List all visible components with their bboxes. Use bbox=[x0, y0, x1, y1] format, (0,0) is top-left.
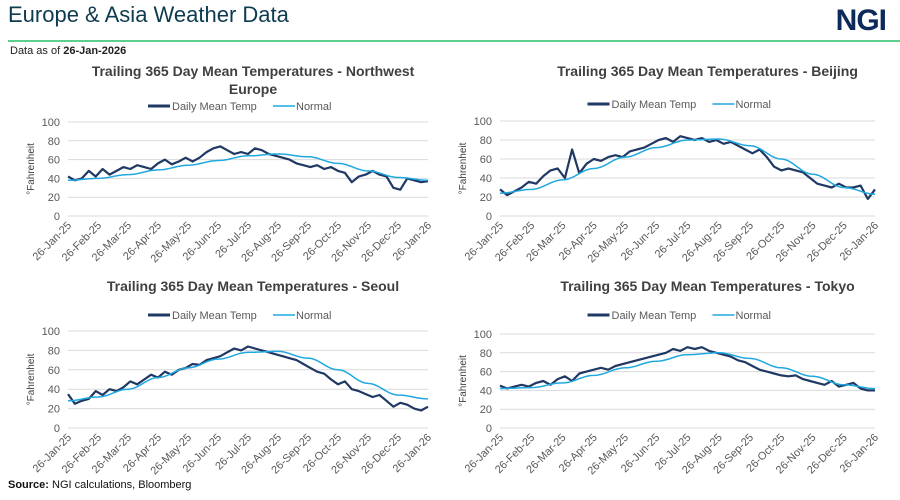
chart-beijing: Trailing 365 Day Mean Temperatures - Bei… bbox=[458, 63, 881, 265]
legend-label-daily: Daily Mean Temp bbox=[612, 310, 697, 322]
chart-tokyo: Trailing 365 Day Mean Temperatures - Tok… bbox=[458, 278, 881, 477]
y-tick-label: 80 bbox=[480, 348, 492, 360]
y-axis-label: °Fahrenheit bbox=[458, 355, 469, 407]
y-tick-label: 20 bbox=[480, 404, 492, 416]
source-note: Source: NGI calculations, Bloomberg bbox=[8, 479, 191, 491]
legend-label-normal: Normal bbox=[296, 101, 331, 113]
y-tick-label: 60 bbox=[480, 154, 492, 166]
y-tick-label: 80 bbox=[480, 135, 492, 147]
legend-label-normal: Normal bbox=[736, 99, 771, 111]
y-axis-label: °Fahrenheit bbox=[458, 142, 469, 194]
y-tick-label: 100 bbox=[42, 326, 60, 338]
chart-title: Trailing 365 Day Mean Temperatures - Bei… bbox=[557, 63, 858, 79]
chart-title: Trailing 365 Day Mean Temperatures - Tok… bbox=[560, 278, 854, 294]
y-tick-label: 100 bbox=[474, 116, 492, 128]
as-of-text: Data as of 26-Jan-2026 bbox=[10, 45, 126, 57]
chart-seoul: Trailing 365 Day Mean Temperatures - Seo… bbox=[26, 278, 434, 477]
y-tick-label: 60 bbox=[48, 155, 60, 167]
y-axis-label: °Fahrenheit bbox=[26, 143, 37, 195]
y-tick-label: 40 bbox=[480, 173, 492, 185]
chart-title: Trailing 365 Day Mean Temperatures - Seo… bbox=[107, 278, 399, 294]
y-tick-label: 40 bbox=[48, 173, 60, 185]
y-axis-label: °Fahrenheit bbox=[26, 353, 37, 405]
chart-northwest-europe: Trailing 365 Day Mean Temperatures - Nor… bbox=[26, 63, 434, 265]
ngi-logo: NGI bbox=[835, 4, 887, 37]
y-tick-label: 0 bbox=[54, 211, 60, 223]
series-line-daily-mean-temp bbox=[67, 345, 429, 412]
page-title: Europe & Asia Weather Data bbox=[8, 2, 289, 27]
legend-label-normal: Normal bbox=[736, 310, 771, 322]
legend-label-daily: Daily Mean Temp bbox=[172, 101, 257, 113]
y-tick-label: 40 bbox=[480, 385, 492, 397]
legend-label-normal: Normal bbox=[296, 310, 331, 322]
legend-label-daily: Daily Mean Temp bbox=[172, 310, 257, 322]
source-text: NGI calculations, Bloomberg bbox=[52, 479, 192, 491]
y-tick-label: 60 bbox=[480, 367, 492, 379]
y-tick-label: 20 bbox=[48, 192, 60, 204]
y-tick-label: 0 bbox=[486, 211, 492, 223]
y-tick-label: 20 bbox=[48, 404, 60, 416]
y-tick-label: 80 bbox=[48, 136, 60, 148]
y-tick-label: 100 bbox=[474, 329, 492, 341]
legend-label-daily: Daily Mean Temp bbox=[612, 99, 697, 111]
series-line-daily-mean-temp bbox=[499, 346, 875, 392]
series-line-normal bbox=[499, 138, 876, 195]
y-tick-label: 80 bbox=[48, 345, 60, 357]
y-tick-label: 100 bbox=[42, 117, 60, 129]
chart-title: Europe bbox=[229, 81, 277, 97]
series-line-daily-mean-temp bbox=[499, 135, 876, 200]
series-line-normal bbox=[500, 352, 876, 390]
y-tick-label: 0 bbox=[486, 423, 492, 435]
chart-title: Trailing 365 Day Mean Temperatures - Nor… bbox=[92, 63, 415, 79]
as-of-date: 26-Jan-2026 bbox=[63, 45, 127, 57]
source-label: Source: bbox=[8, 479, 49, 491]
series-line-daily-mean-temp bbox=[67, 145, 429, 191]
y-tick-label: 40 bbox=[48, 384, 60, 396]
as-of-label: Data as of bbox=[10, 45, 61, 57]
series-line-normal bbox=[67, 153, 429, 182]
y-tick-label: 60 bbox=[48, 365, 60, 377]
series-line-normal bbox=[67, 350, 429, 402]
y-tick-label: 0 bbox=[54, 423, 60, 435]
header-divider bbox=[8, 40, 900, 42]
y-tick-label: 20 bbox=[480, 192, 492, 204]
